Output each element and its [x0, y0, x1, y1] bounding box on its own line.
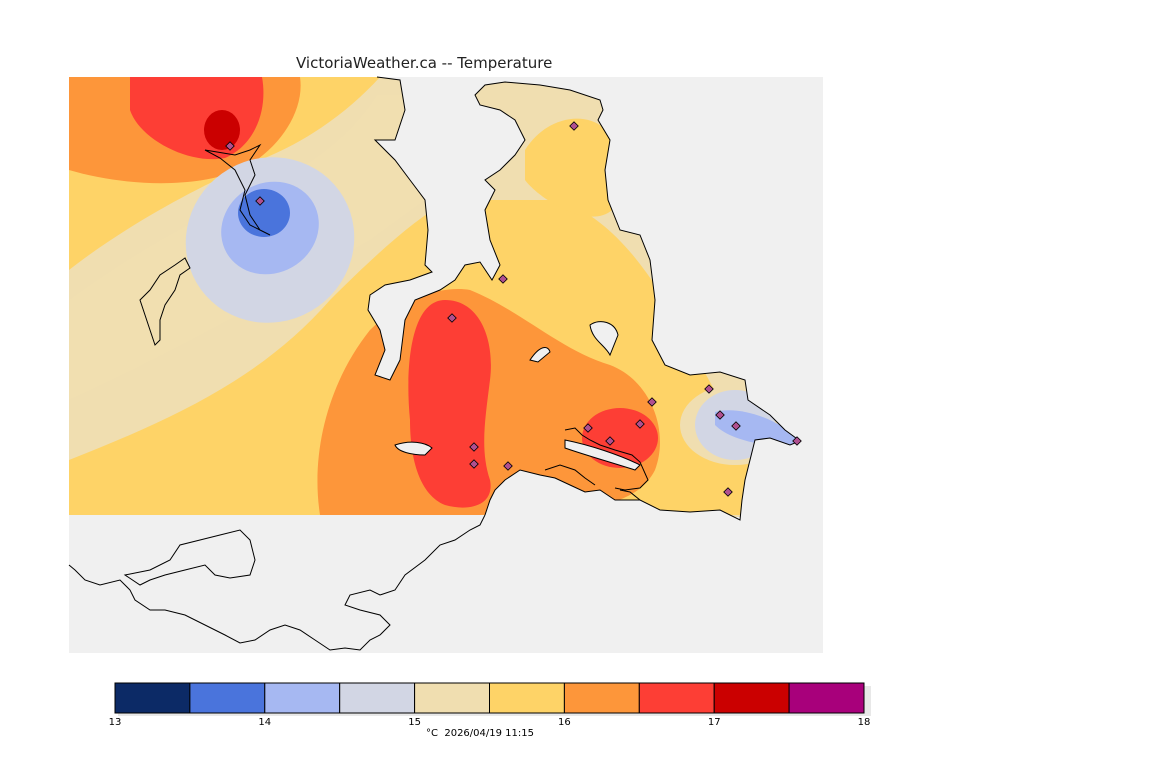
legend-bin: [788, 682, 865, 714]
station-markers: [225, 121, 802, 497]
station-marker[interactable]: [792, 436, 802, 446]
legend-bin: [264, 682, 341, 714]
legend-bin: [189, 682, 266, 714]
station-marker[interactable]: [255, 196, 265, 206]
legend-caption: °C 2026/04/19 11:15: [426, 728, 534, 739]
legend-tick-label: 13: [109, 717, 122, 728]
legend-bin: [339, 682, 416, 714]
station-marker[interactable]: [723, 487, 733, 497]
legend-ticks: 13 14 15 16 17 18: [109, 717, 871, 728]
legend-tick-label: 14: [258, 717, 271, 728]
map-title: VictoriaWeather.ca -- Temperature: [296, 54, 553, 72]
station-marker[interactable]: [731, 421, 741, 431]
station-marker[interactable]: [569, 121, 579, 131]
station-marker[interactable]: [635, 419, 645, 429]
legend-color-bins: [114, 682, 871, 716]
station-marker[interactable]: [503, 461, 513, 471]
legend-bin: [414, 682, 491, 714]
station-marker[interactable]: [605, 436, 615, 446]
station-marker[interactable]: [715, 410, 725, 420]
legend-tick-label: 16: [558, 717, 571, 728]
station-marker[interactable]: [447, 313, 457, 323]
legend-bin: [638, 682, 715, 714]
legend-tick-label: 18: [858, 717, 871, 728]
station-marker[interactable]: [498, 274, 508, 284]
coastline: [68, 76, 802, 651]
station-marker[interactable]: [225, 141, 235, 151]
legend-bin: [713, 682, 790, 714]
station-marker[interactable]: [704, 384, 714, 394]
station-marker[interactable]: [647, 397, 657, 407]
station-marker[interactable]: [469, 459, 479, 469]
legend-bin: [114, 682, 191, 714]
station-marker[interactable]: [469, 442, 479, 452]
legend-bin: [489, 682, 565, 714]
legend-tick-label: 15: [408, 717, 421, 728]
station-marker[interactable]: [583, 423, 593, 433]
legend-tick-label: 17: [708, 717, 721, 728]
legend-bin: [563, 682, 640, 714]
